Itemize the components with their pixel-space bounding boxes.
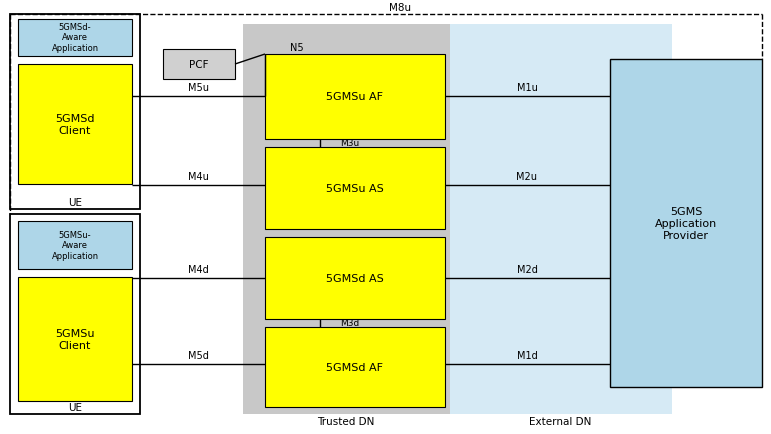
Bar bbox=[18, 221, 132, 270]
Bar bbox=[10, 15, 140, 210]
Text: M5u: M5u bbox=[187, 83, 208, 93]
Text: M1d: M1d bbox=[517, 350, 537, 360]
Text: UE: UE bbox=[68, 402, 82, 412]
Text: 5GMSu AF: 5GMSu AF bbox=[326, 92, 383, 102]
Text: 5GMSu-
Aware
Application: 5GMSu- Aware Application bbox=[52, 230, 99, 260]
Text: M4u: M4u bbox=[187, 171, 208, 181]
Text: N5: N5 bbox=[290, 43, 304, 53]
Bar bbox=[18, 65, 132, 184]
Text: M5d: M5d bbox=[187, 350, 208, 360]
Text: 5GMS
Application
Provider: 5GMS Application Provider bbox=[655, 207, 717, 240]
Text: 5GMSd-
Aware
Application: 5GMSd- Aware Application bbox=[52, 23, 99, 53]
Text: PCF: PCF bbox=[189, 60, 209, 70]
Text: 5GMSu
Client: 5GMSu Client bbox=[56, 329, 95, 350]
Text: M3u: M3u bbox=[340, 139, 359, 148]
Text: M1u: M1u bbox=[517, 83, 537, 93]
Text: M2u: M2u bbox=[517, 171, 537, 181]
Text: M2d: M2d bbox=[517, 264, 537, 274]
Text: 5GMSd AS: 5GMSd AS bbox=[326, 273, 384, 283]
Bar bbox=[610, 60, 762, 387]
Bar bbox=[243, 25, 450, 414]
Text: 5GMSd AF: 5GMSd AF bbox=[326, 362, 383, 372]
Text: 5GMSu AS: 5GMSu AS bbox=[326, 184, 384, 194]
Text: 5GMSd
Client: 5GMSd Client bbox=[56, 114, 95, 135]
Bar bbox=[10, 214, 140, 414]
Text: M4d: M4d bbox=[187, 264, 208, 274]
Bar bbox=[265, 148, 445, 230]
Text: M3d: M3d bbox=[340, 319, 359, 328]
Text: UE: UE bbox=[68, 197, 82, 207]
Bar bbox=[18, 277, 132, 401]
Bar bbox=[265, 327, 445, 407]
Bar bbox=[450, 25, 672, 414]
Text: M8u: M8u bbox=[389, 3, 411, 13]
Text: External DN: External DN bbox=[529, 416, 591, 426]
Text: Trusted DN: Trusted DN bbox=[318, 416, 375, 426]
Bar bbox=[265, 55, 445, 140]
Bar bbox=[18, 20, 132, 57]
Bar bbox=[163, 50, 235, 80]
Bar bbox=[265, 237, 445, 319]
